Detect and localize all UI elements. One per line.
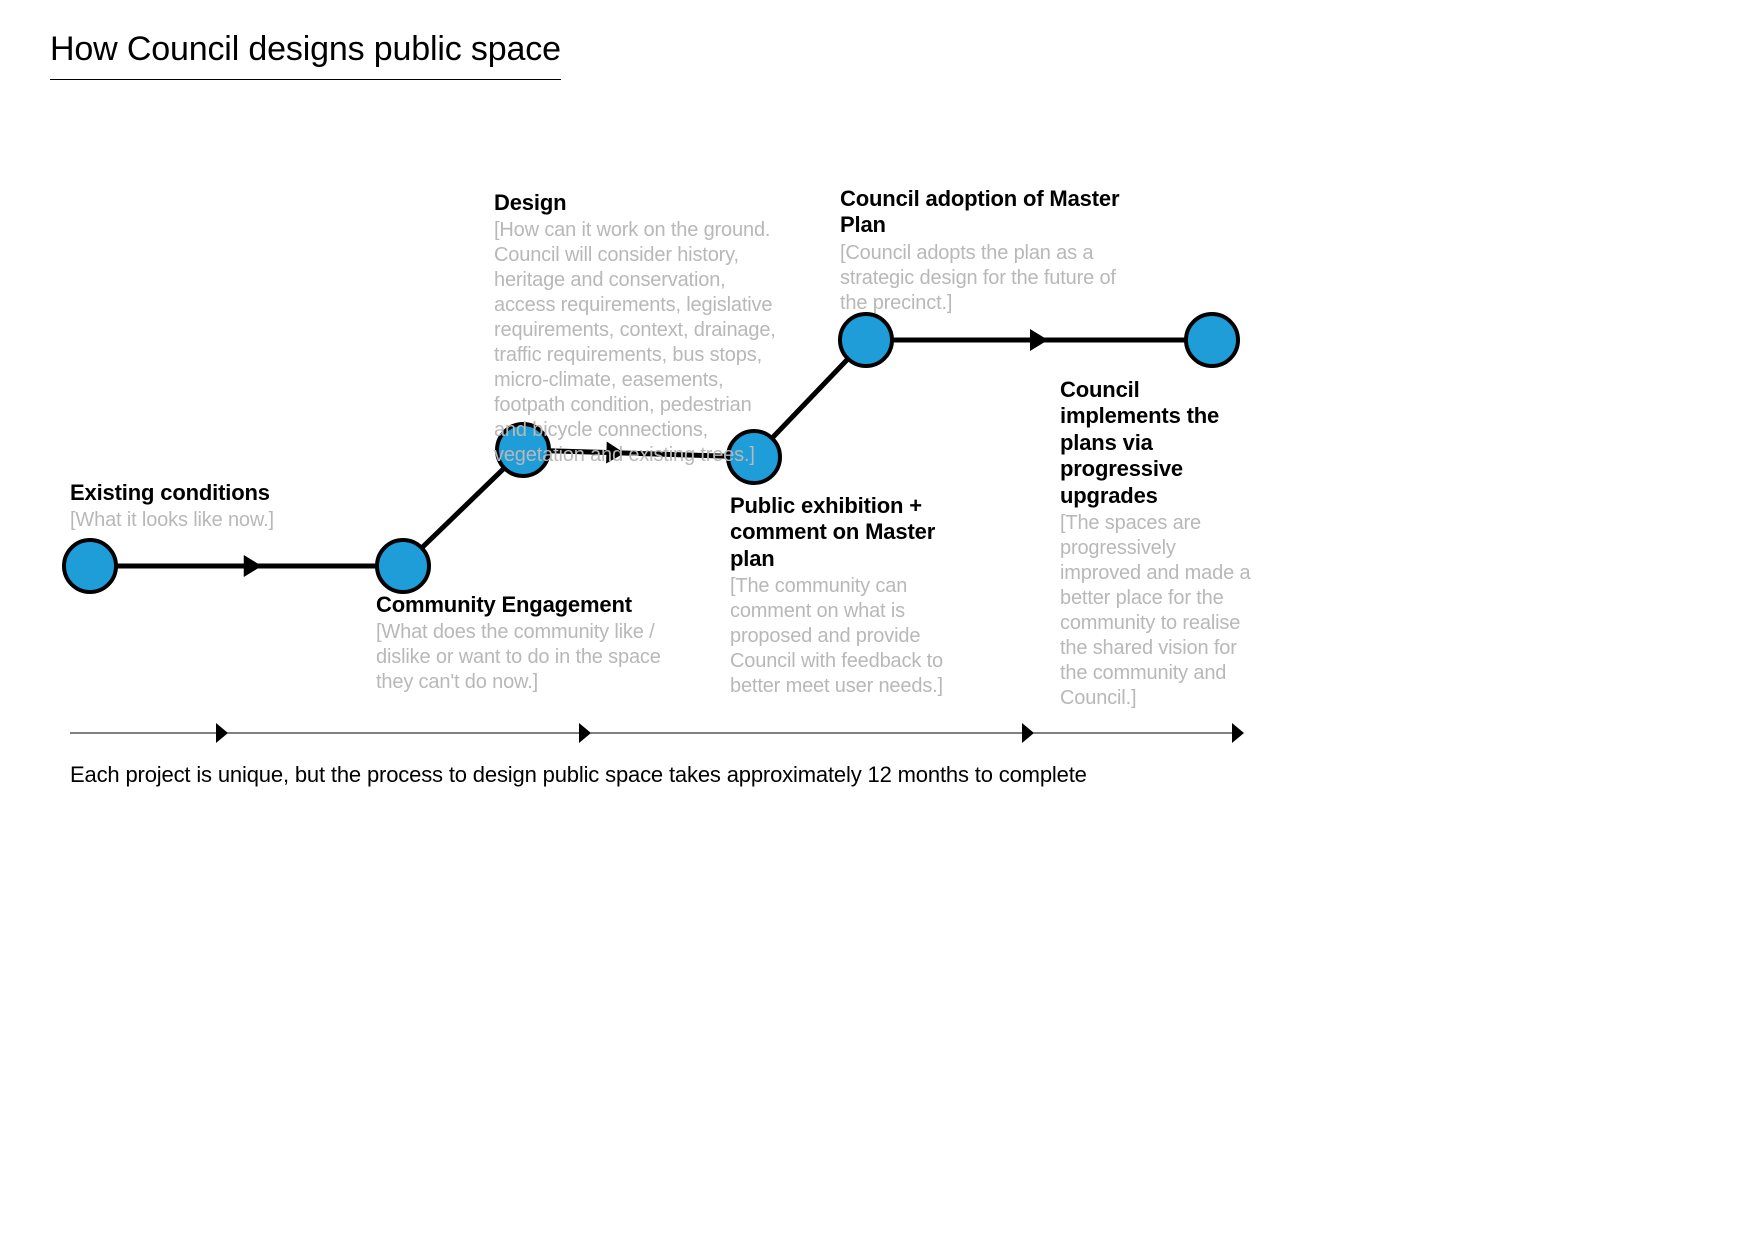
step-label-step1: Existing conditions[What it looks like n… [70,480,370,533]
step-label-step5: Council adoption of Master Plan[Council … [840,186,1120,316]
process-node [1186,314,1238,366]
step-title: Public exhibition + comment on Master pl… [730,493,980,572]
edge-arrow-icon [1030,329,1048,351]
step-title: Community Engagement [376,592,676,618]
edge-arrow-icon [244,555,262,577]
timeline-arrow-icon [216,723,228,743]
step-title: Council implements the plans via progres… [1060,377,1255,509]
process-node [840,314,892,366]
step-description: [What it looks like now.] [70,508,370,533]
step-title: Design [494,190,784,216]
step-description: [How can it work on the ground. Council … [494,218,784,468]
step-label-step3: Design[How can it work on the ground. Co… [494,190,784,468]
timeline-arrow-icon [579,723,591,743]
process-node [64,540,116,592]
timeline-arrow-icon [1232,723,1244,743]
step-description: [The spaces are progressively improved a… [1060,511,1255,711]
step-title: Council adoption of Master Plan [840,186,1120,239]
step-label-step4: Public exhibition + comment on Master pl… [730,493,980,699]
step-description: [Council adopts the plan as a strategic … [840,241,1120,316]
timeline-arrow-icon [1022,723,1034,743]
step-description: [What does the community like / dislike … [376,620,676,695]
page: How Council designs public space Existin… [0,0,1754,1240]
step-label-step2: Community Engagement[What does the commu… [376,592,676,695]
step-title: Existing conditions [70,480,370,506]
step-label-step6: Council implements the plans via progres… [1060,377,1255,711]
timeline-caption: Each project is unique, but the process … [70,762,1087,788]
step-description: [The community can comment on what is pr… [730,574,980,699]
process-node [377,540,429,592]
